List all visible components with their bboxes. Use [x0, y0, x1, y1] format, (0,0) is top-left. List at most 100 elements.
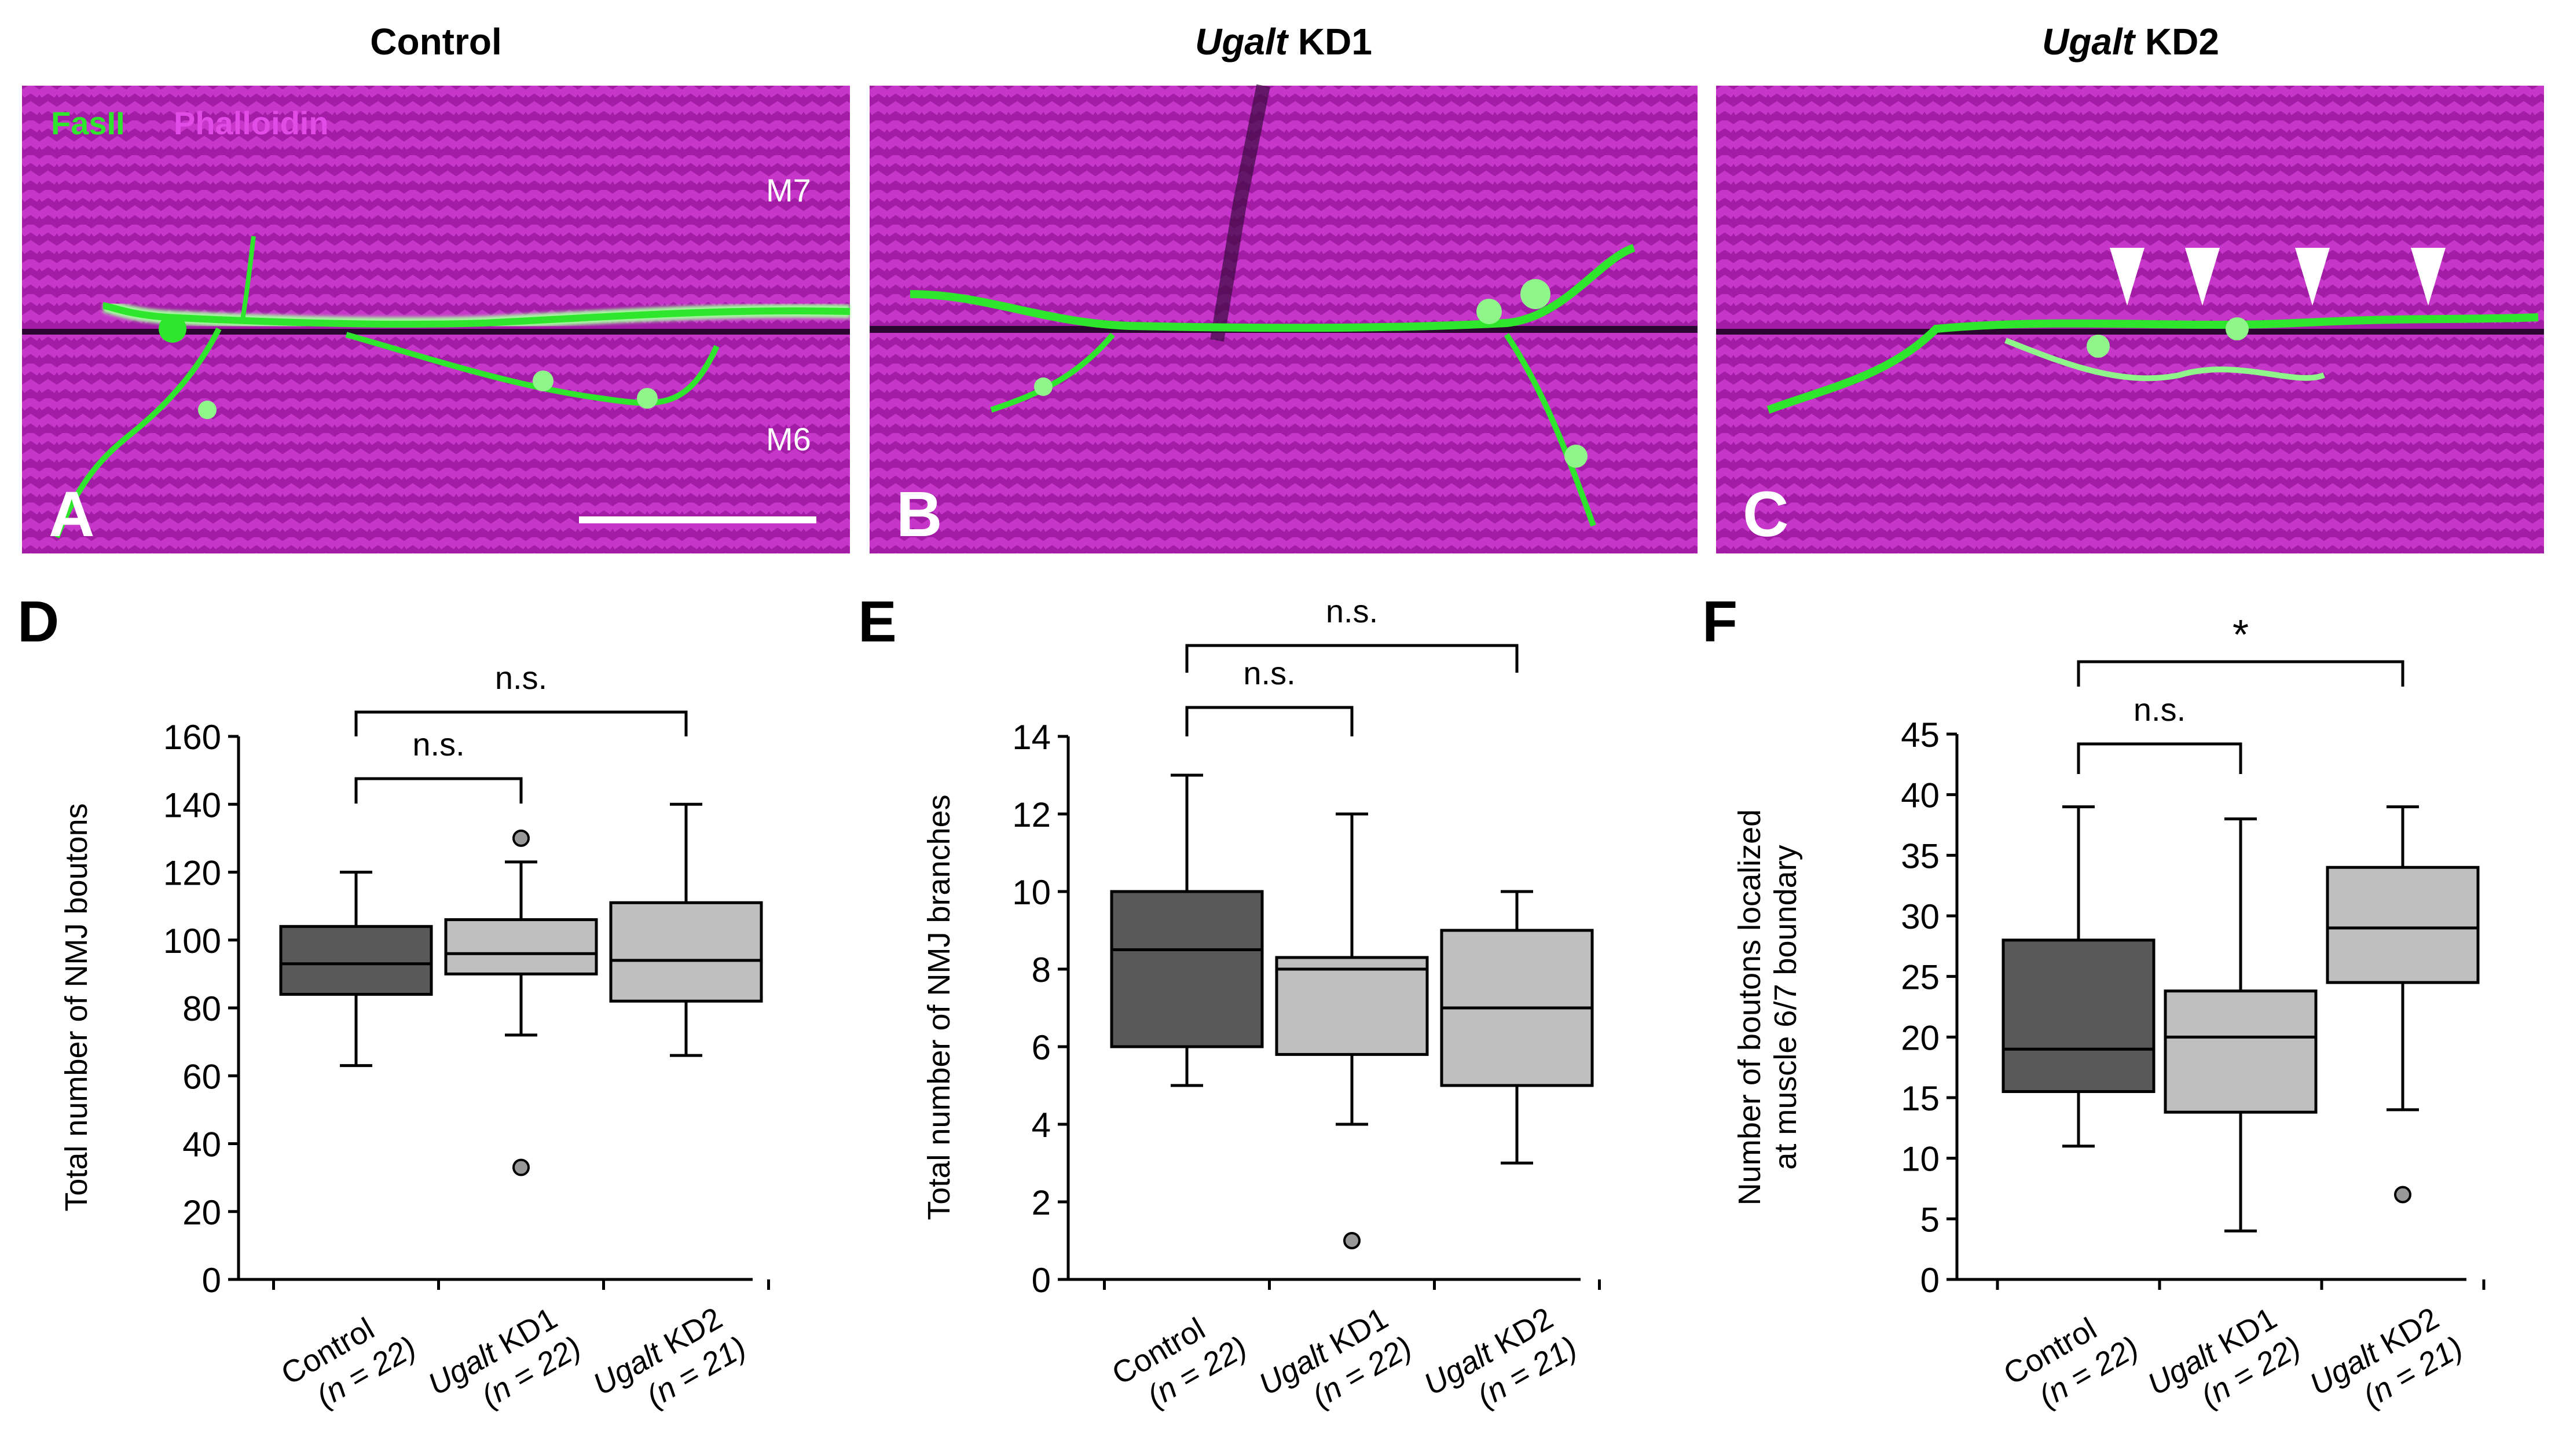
box-iqr [444, 918, 598, 975]
comparison-bracket [354, 710, 688, 736]
box-iqr [609, 901, 763, 1003]
panel-letter-b: B [896, 479, 942, 550]
muscle-background [870, 86, 1698, 553]
y-tick-label: 35 [1901, 837, 1940, 875]
y-tick-label: 140 [163, 786, 221, 824]
chart-panel-f: F 0 5 10 15 20 25 30 35 40 45 Number of boutons loc… [1702, 589, 2486, 1435]
x-category-label: Control(n = 22) [1106, 1298, 1253, 1424]
stain-label-phalloidin: Phalloidin [174, 105, 329, 141]
chart-panel-e: E 0 2 4 6 8 10 12 14 Total number of NMJ branches… [858, 589, 1601, 1435]
micrograph-a: FasII Phalloidin M7 M6 A [22, 86, 851, 553]
box-iqr [2002, 938, 2156, 1094]
y-tick-label: 0 [1920, 1261, 1940, 1300]
arrowhead-2 [2185, 248, 2220, 306]
y-tick-label: 80 [182, 989, 221, 1028]
y-tick-label: 120 [163, 854, 221, 893]
box-iqr [2164, 989, 2318, 1114]
panel-letter-e: E [858, 589, 897, 654]
y-tick-label: 20 [1901, 1018, 1940, 1057]
y-tick-label: 40 [1901, 776, 1940, 815]
y-tick-label: 12 [1012, 795, 1051, 834]
panel-title-b: Ugalt KD1 [1195, 21, 1372, 63]
y-axis-label: Total number of NMJ branches [922, 794, 956, 1220]
muscle-fold [1210, 84, 1270, 342]
y-tick-label: 45 [1901, 716, 1940, 754]
significance-label: * [2233, 612, 2249, 658]
stain-label-fasii: FasII [51, 105, 125, 141]
muscle-label-m7: M7 [766, 172, 811, 208]
nmj-nerve [54, 236, 851, 538]
panel-letter-c: C [1743, 479, 1788, 550]
x-category-label: Ugalt KD1(n = 22) [2142, 1298, 2306, 1435]
x-category-label: Ugalt KD2(n = 21) [587, 1298, 752, 1435]
outlier-point [512, 1158, 530, 1176]
panel-title-c: Ugalt KD2 [2042, 21, 2219, 63]
arrowhead-4 [2411, 248, 2446, 306]
chart-panel-d: D 0 20 40 60 80 100 120 140 160 Total number of NM… [17, 589, 770, 1435]
significance-label: n.s. [412, 726, 464, 762]
y-tick-label: 60 [182, 1057, 221, 1096]
muscle-boundary-line [1716, 329, 2544, 335]
outlier-point [2394, 1186, 2411, 1204]
significance-label: n.s. [2134, 691, 2186, 728]
y-axis-label-line: Total number of NMJ boutons [59, 803, 94, 1211]
y-tick-label: 160 [163, 718, 221, 757]
significance-label: n.s. [495, 659, 547, 696]
y-tick-label: 4 [1032, 1106, 1051, 1145]
box-iqr [2326, 865, 2480, 984]
box-iqr [279, 925, 433, 996]
muscle-boundary-line [22, 329, 850, 335]
x-category-label: Ugalt KD1(n = 22) [1253, 1298, 1417, 1435]
box-iqr [1110, 890, 1264, 1048]
arrowhead-1 [2110, 248, 2145, 306]
x-category-label: Ugalt KD2(n = 21) [1418, 1298, 1582, 1435]
x-category-label: Ugalt KD2(n = 21) [2304, 1298, 2468, 1435]
arrowhead-3 [2295, 248, 2330, 306]
y-tick-label: 0 [1032, 1261, 1051, 1300]
y-tick-label: 15 [1901, 1079, 1940, 1118]
comparison-bracket [354, 777, 523, 804]
y-tick-label: 2 [1032, 1183, 1051, 1222]
significance-label: n.s. [1326, 593, 1378, 629]
nmj-nerve [910, 244, 1636, 527]
x-category-label: Control(n = 22) [1998, 1298, 2145, 1424]
y-tick-label: 10 [1012, 873, 1051, 912]
y-tick-label: 30 [1901, 897, 1940, 936]
y-tick-label: 10 [1901, 1140, 1940, 1179]
y-axis-label-line: Total number of NMJ branches [922, 794, 956, 1220]
micrograph-c: C [1716, 86, 2544, 553]
y-tick-label: 20 [182, 1193, 221, 1232]
y-axis-label: Total number of NMJ boutons [59, 803, 94, 1211]
x-category-label: Ugalt KD1(n = 22) [422, 1298, 586, 1435]
panel-letter-d: D [17, 589, 59, 654]
micrograph-b: B [870, 84, 1698, 553]
y-tick-label: 14 [1012, 718, 1051, 757]
y-tick-label: 40 [182, 1125, 221, 1164]
significance-label: n.s. [1243, 655, 1295, 691]
x-category-label: Control(n = 22) [276, 1298, 422, 1424]
panel-letter-a: A [49, 479, 94, 550]
comparison-bracket [1185, 644, 1519, 673]
outlier-point [512, 829, 530, 847]
y-tick-label: 8 [1032, 951, 1051, 989]
muscle-label-m6: M6 [766, 421, 811, 457]
panel-title-a: Control [370, 21, 502, 63]
panel-letter-f: F [1702, 589, 1737, 654]
box-iqr [1275, 956, 1429, 1056]
y-tick-label: 5 [1920, 1200, 1940, 1239]
nmj-nerve [1766, 313, 2539, 414]
y-tick-label: 100 [163, 922, 221, 960]
outlier-point [1343, 1232, 1361, 1249]
y-axis-label-line: at muscle 6/7 boundary [1768, 845, 1803, 1169]
y-tick-label: 0 [202, 1261, 221, 1300]
y-axis-label-line: Number of boutons localized [1732, 809, 1767, 1205]
comparison-bracket [2077, 742, 2242, 774]
y-tick-label: 6 [1032, 1028, 1051, 1067]
scale-bar [579, 516, 816, 523]
y-tick-label: 25 [1901, 958, 1940, 997]
comparison-bracket [2077, 660, 2404, 687]
y-axis-label: Number of boutons localizedat muscle 6/7… [1732, 809, 1803, 1205]
comparison-bracket [1185, 706, 1354, 736]
